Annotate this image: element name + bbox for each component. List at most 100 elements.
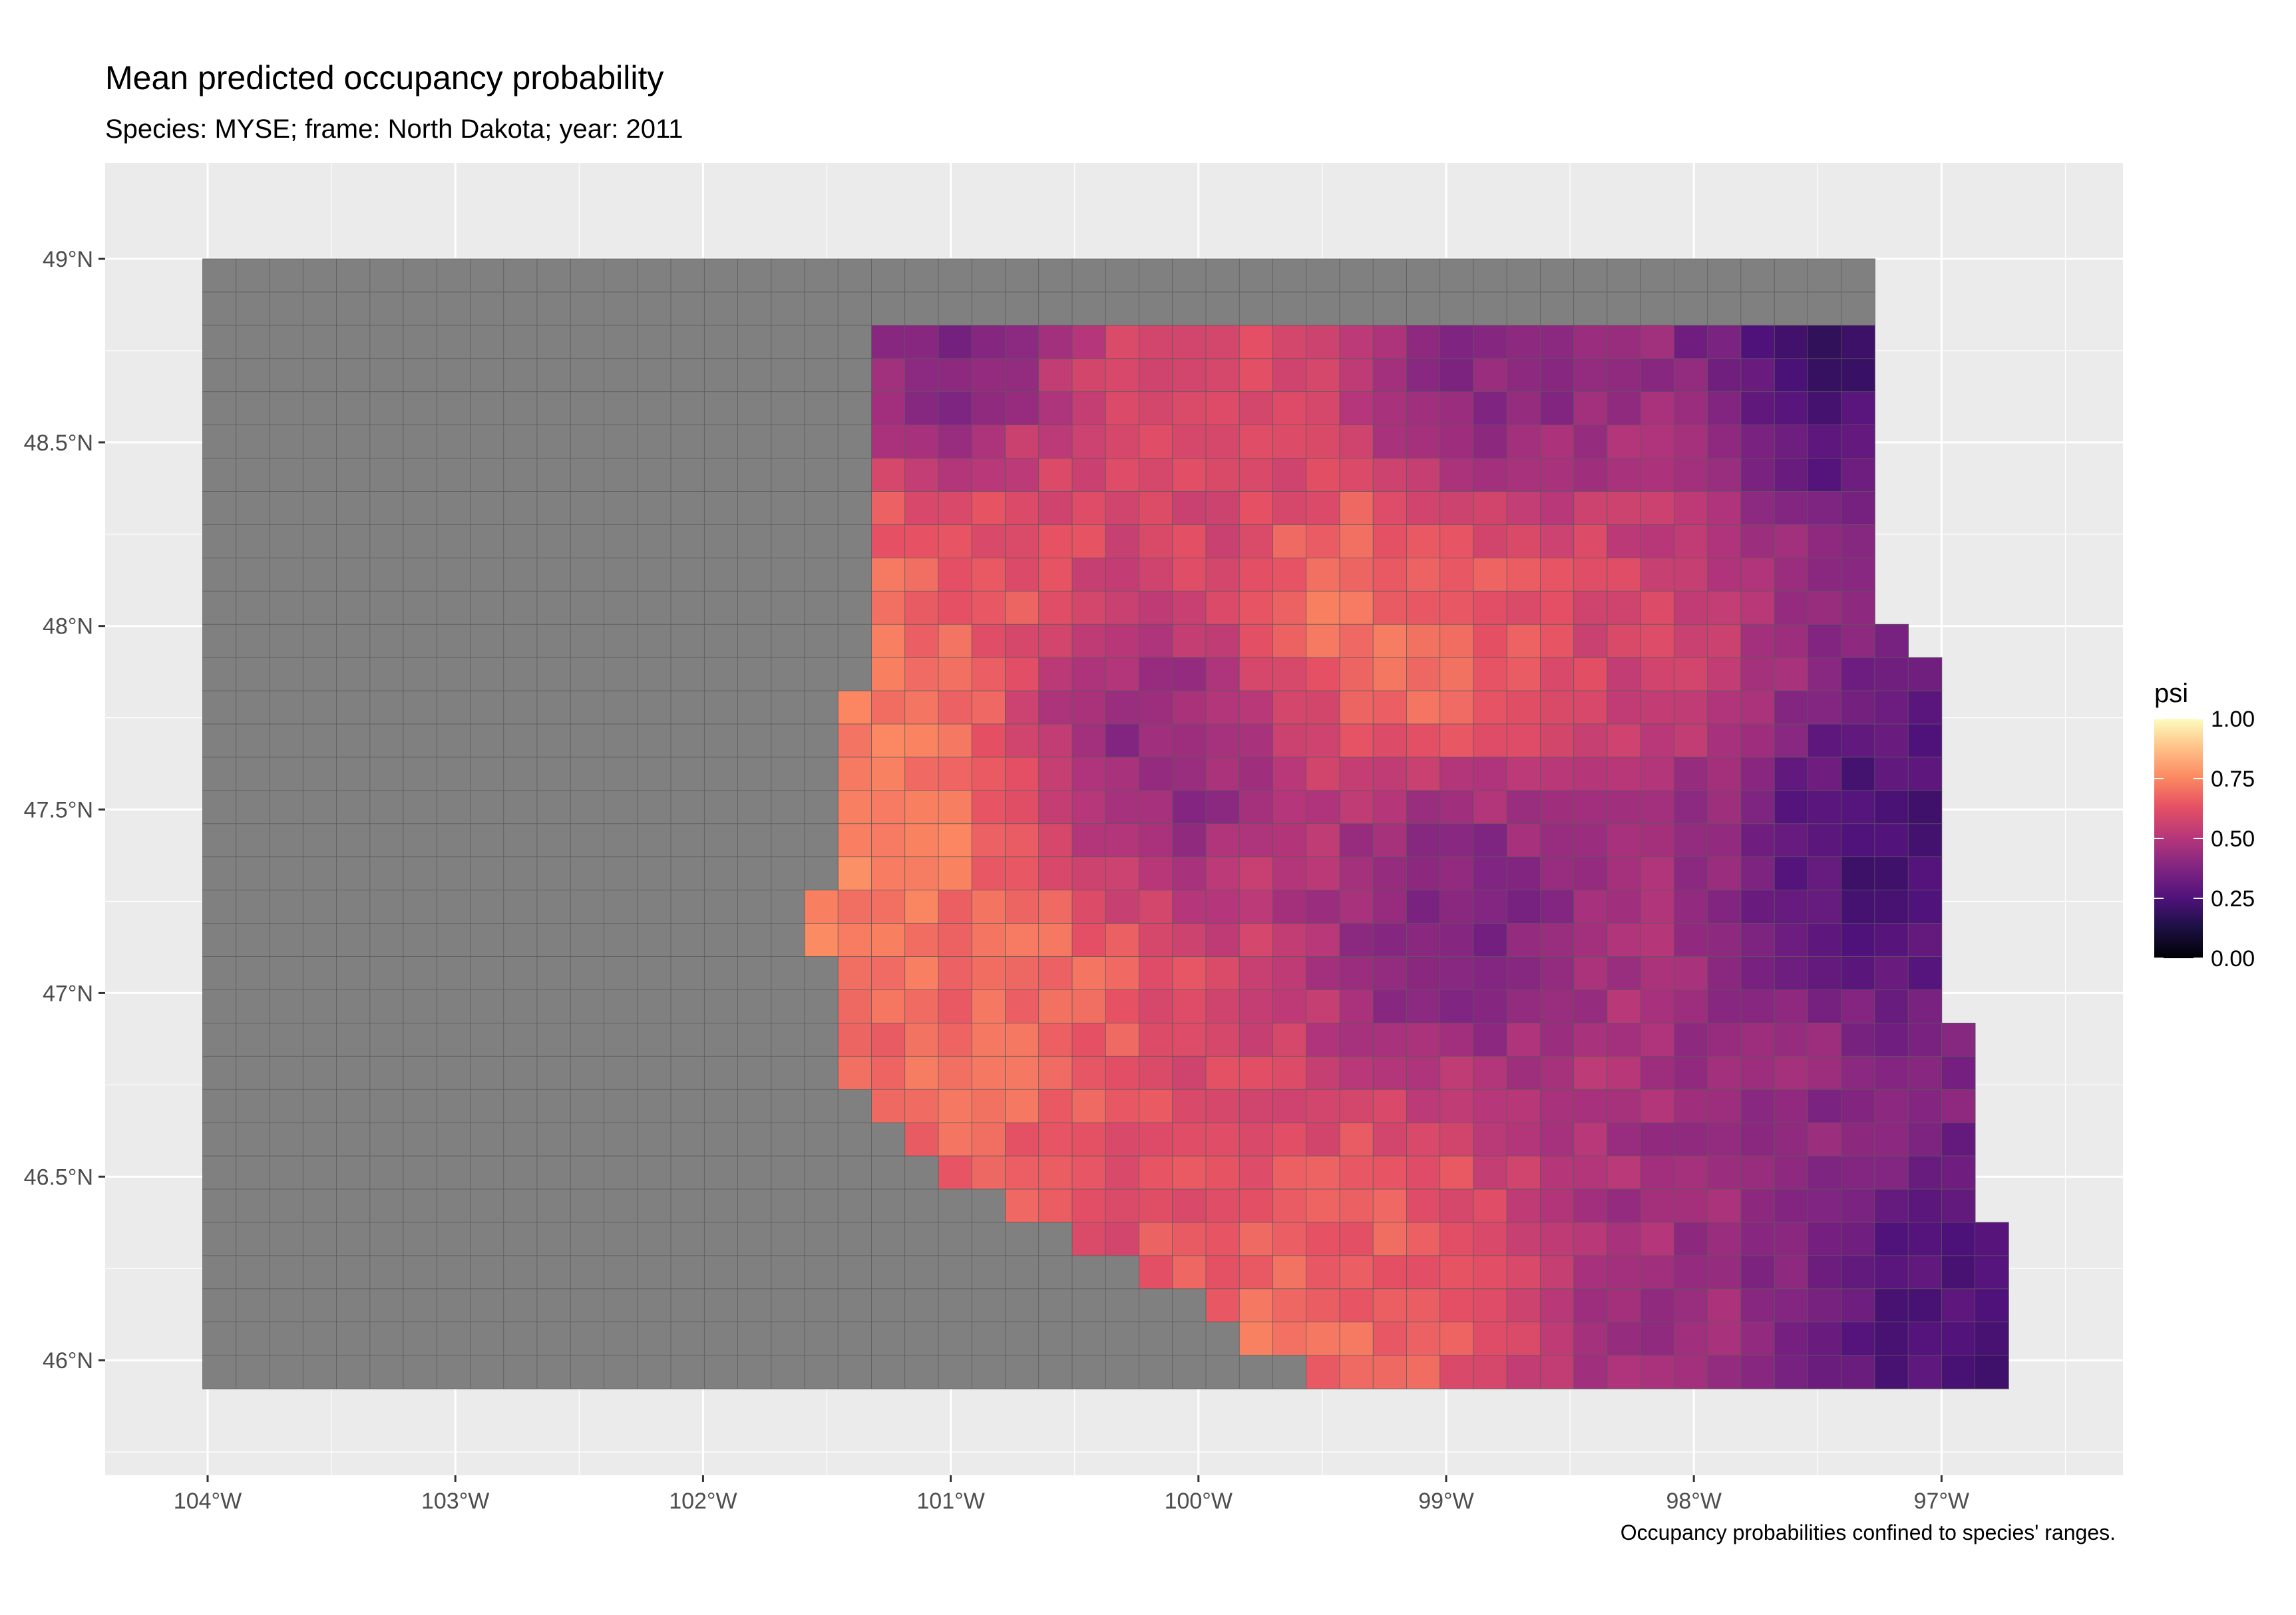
out-of-range-cell: [503, 291, 538, 326]
y-tick-label: 49°N: [43, 247, 93, 272]
out-of-range-cell: [536, 657, 572, 691]
out-of-range-cell: [737, 590, 772, 626]
out-of-range-cell: [536, 425, 572, 459]
out-of-range-cell: [837, 524, 872, 559]
out-of-range-cell: [670, 723, 705, 758]
occupancy-cell: [871, 657, 906, 691]
out-of-range-cell: [637, 923, 671, 958]
out-of-range-cell: [336, 657, 371, 691]
occupancy-cell: [1774, 823, 1809, 858]
occupancy-cell: [971, 1023, 1006, 1057]
occupancy-cell: [837, 989, 872, 1024]
out-of-range-cell: [302, 325, 337, 359]
occupancy-cell: [1640, 1055, 1675, 1091]
occupancy-cell: [904, 1023, 939, 1057]
out-of-range-cell: [536, 358, 572, 393]
occupancy-cell: [1841, 391, 1875, 426]
occupancy-cell: [1071, 989, 1107, 1024]
out-of-range-cell: [1205, 1355, 1241, 1389]
occupancy-cell: [1105, 1155, 1140, 1190]
occupancy-cell: [1005, 624, 1040, 659]
occupancy-cell: [1205, 723, 1241, 758]
out-of-range-cell: [236, 590, 270, 626]
out-of-range-cell: [302, 358, 337, 393]
occupancy-cell: [1372, 391, 1408, 426]
out-of-range-cell: [737, 956, 772, 991]
out-of-range-cell: [637, 1055, 671, 1091]
occupancy-cell: [1239, 1122, 1274, 1157]
occupancy-cell: [1874, 1055, 1909, 1091]
out-of-range-cell: [771, 956, 805, 991]
out-of-range-cell: [503, 956, 538, 991]
out-of-range-cell: [269, 1188, 304, 1223]
occupancy-cell: [1172, 1188, 1207, 1223]
out-of-range-cell: [236, 823, 270, 858]
out-of-range-cell: [336, 491, 371, 526]
occupancy-cell: [1774, 1023, 1809, 1057]
occupancy-cell: [1105, 690, 1140, 725]
out-of-range-cell: [436, 1023, 471, 1057]
occupancy-cell: [1607, 890, 1641, 924]
occupancy-cell: [1139, 624, 1173, 659]
out-of-range-cell: [670, 657, 705, 691]
occupancy-cell: [1673, 524, 1708, 559]
occupancy-cell: [1539, 524, 1575, 559]
occupancy-cell: [1406, 1188, 1441, 1223]
occupancy-cell: [1239, 1322, 1274, 1356]
occupancy-cell: [1172, 425, 1207, 459]
out-of-range-cell: [1306, 291, 1340, 326]
out-of-range-cell: [637, 890, 671, 924]
out-of-range-cell: [436, 856, 471, 891]
out-of-range-cell: [637, 491, 671, 526]
out-of-range-cell: [436, 1288, 471, 1323]
out-of-range-cell: [470, 458, 504, 492]
out-of-range-cell: [536, 956, 572, 991]
out-of-range-cell: [336, 291, 371, 326]
occupancy-cell: [1607, 1155, 1641, 1190]
occupancy-cell: [1005, 690, 1040, 725]
occupancy-cell: [1272, 358, 1307, 393]
out-of-range-cell: [1205, 1322, 1241, 1356]
occupancy-cell: [1539, 325, 1575, 359]
out-of-range-cell: [202, 558, 237, 592]
occupancy-cell: [1205, 458, 1241, 492]
out-of-range-cell: [637, 1188, 671, 1223]
out-of-range-cell: [604, 1122, 638, 1157]
out-of-range-cell: [804, 458, 839, 492]
out-of-range-cell: [236, 1222, 270, 1256]
out-of-range-cell: [570, 757, 605, 791]
occupancy-cell: [1239, 790, 1274, 824]
occupancy-cell: [1573, 325, 1608, 359]
out-of-range-cell: [1172, 258, 1207, 293]
occupancy-cell: [1439, 1222, 1474, 1256]
out-of-range-cell: [670, 291, 705, 326]
occupancy-cell: [1473, 325, 1507, 359]
occupancy-cell: [1439, 491, 1474, 526]
occupancy-cell: [1139, 956, 1173, 991]
occupancy-cell: [871, 391, 906, 426]
out-of-range-cell: [737, 1089, 772, 1123]
out-of-range-cell: [403, 391, 438, 426]
out-of-range-cell: [369, 425, 404, 459]
occupancy-cell: [1005, 425, 1040, 459]
occupancy-cell: [1339, 923, 1374, 958]
occupancy-cell: [938, 358, 973, 393]
occupancy-cell: [1807, 989, 1842, 1024]
out-of-range-cell: [1506, 291, 1541, 326]
occupancy-cell: [1707, 790, 1742, 824]
out-of-range-cell: [604, 491, 638, 526]
out-of-range-cell: [570, 590, 605, 626]
occupancy-cell: [1707, 657, 1742, 691]
occupancy-cell: [1907, 1188, 1943, 1223]
occupancy-cell: [1640, 391, 1675, 426]
occupancy-cell: [1807, 823, 1842, 858]
occupancy-cell: [1339, 1222, 1374, 1256]
occupancy-cell: [1707, 1355, 1742, 1389]
out-of-range-cell: [336, 524, 371, 559]
out-of-range-cell: [302, 923, 337, 958]
out-of-range-cell: [804, 1222, 839, 1256]
occupancy-cell: [1673, 989, 1708, 1024]
out-of-range-cell: [771, 1355, 805, 1389]
out-of-range-cell: [703, 1089, 739, 1123]
out-of-range-cell: [871, 291, 906, 326]
